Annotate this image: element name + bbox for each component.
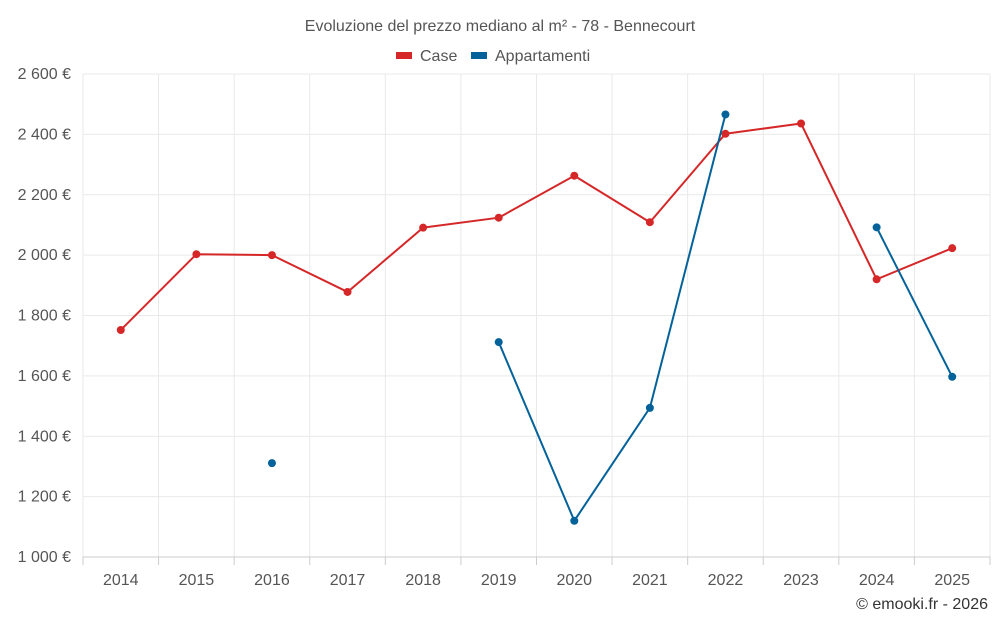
legend: Case Appartamenti [396, 48, 590, 65]
data-point-appartamenti-2025[interactable] [948, 372, 957, 381]
data-point-case-2025[interactable] [948, 244, 957, 253]
series-line-appartamenti [875, 226, 954, 378]
y-tick-label: 1 800 € [18, 308, 71, 325]
data-point-case-2014[interactable] [116, 325, 125, 334]
y-tick-label: 2 600 € [18, 66, 71, 83]
x-tick-label: 2022 [708, 572, 744, 589]
data-point-case-2018[interactable] [419, 223, 428, 232]
data-point-appartamenti-2022[interactable] [721, 110, 730, 119]
y-tick-label: 2 400 € [18, 126, 71, 143]
y-axis: 1 000 € 1 200 € 1 400 € 1 600 € 1 800 € 2 000… [18, 66, 71, 566]
x-tick-label: 2025 [934, 572, 970, 589]
y-tick-label: 1 600 € [18, 368, 71, 385]
x-tick-label: 2024 [859, 572, 895, 589]
x-tick-label: 2018 [405, 572, 441, 589]
y-tick-label: 1 400 € [18, 428, 71, 445]
data-point-case-2017[interactable] [343, 287, 352, 296]
y-tick-label: 1 000 € [18, 549, 71, 566]
x-tick-label: 2017 [330, 572, 366, 589]
legend-swatch-case [396, 52, 412, 59]
x-tick-label: 2020 [556, 572, 592, 589]
legend-swatch-appartamenti [471, 52, 487, 59]
data-point-case-2024[interactable] [872, 275, 881, 284]
data-point-appartamenti-2021[interactable] [645, 403, 654, 412]
series-case [116, 119, 957, 334]
y-tick-label: 1 200 € [18, 489, 71, 506]
grid [82, 73, 991, 558]
legend-item-appartamenti[interactable]: Appartamenti [471, 48, 590, 65]
series-line-appartamenti [497, 114, 727, 522]
legend-label-case: Case [420, 48, 457, 65]
x-tick-label: 2021 [632, 572, 668, 589]
data-point-case-2019[interactable] [494, 213, 503, 222]
credit: © emooki.fr - 2026 [856, 596, 988, 613]
data-point-case-2020[interactable] [570, 171, 579, 180]
chart-title: Evoluzione del prezzo mediano al m² - 78… [305, 18, 696, 35]
data-point-case-2021[interactable] [645, 218, 654, 227]
x-tick-label: 2016 [254, 572, 290, 589]
data-point-appartamenti-2019[interactable] [494, 338, 503, 347]
x-tick-label: 2023 [783, 572, 819, 589]
data-point-appartamenti-2016[interactable] [267, 459, 276, 468]
series-layer [116, 110, 957, 525]
data-point-case-2022[interactable] [721, 129, 730, 138]
legend-label-appartamenti: Appartamenti [495, 48, 590, 65]
y-tick-label: 2 200 € [18, 187, 71, 204]
data-point-appartamenti-2024[interactable] [872, 223, 881, 232]
legend-item-case[interactable]: Case [396, 48, 457, 65]
x-tick-label: 2015 [179, 572, 215, 589]
data-point-case-2023[interactable] [797, 119, 806, 128]
x-axis: 2014 2015 2016 2017 2018 2019 2020 2021 2022 2023… [82, 556, 991, 589]
series-appartamenti [267, 110, 957, 525]
data-point-appartamenti-2020[interactable] [570, 516, 579, 525]
data-point-case-2016[interactable] [267, 251, 276, 260]
y-tick-label: 2 000 € [18, 247, 71, 264]
x-tick-label: 2014 [103, 572, 139, 589]
data-point-case-2015[interactable] [192, 250, 201, 259]
series-line-case [120, 122, 953, 331]
x-tick-label: 2019 [481, 572, 517, 589]
